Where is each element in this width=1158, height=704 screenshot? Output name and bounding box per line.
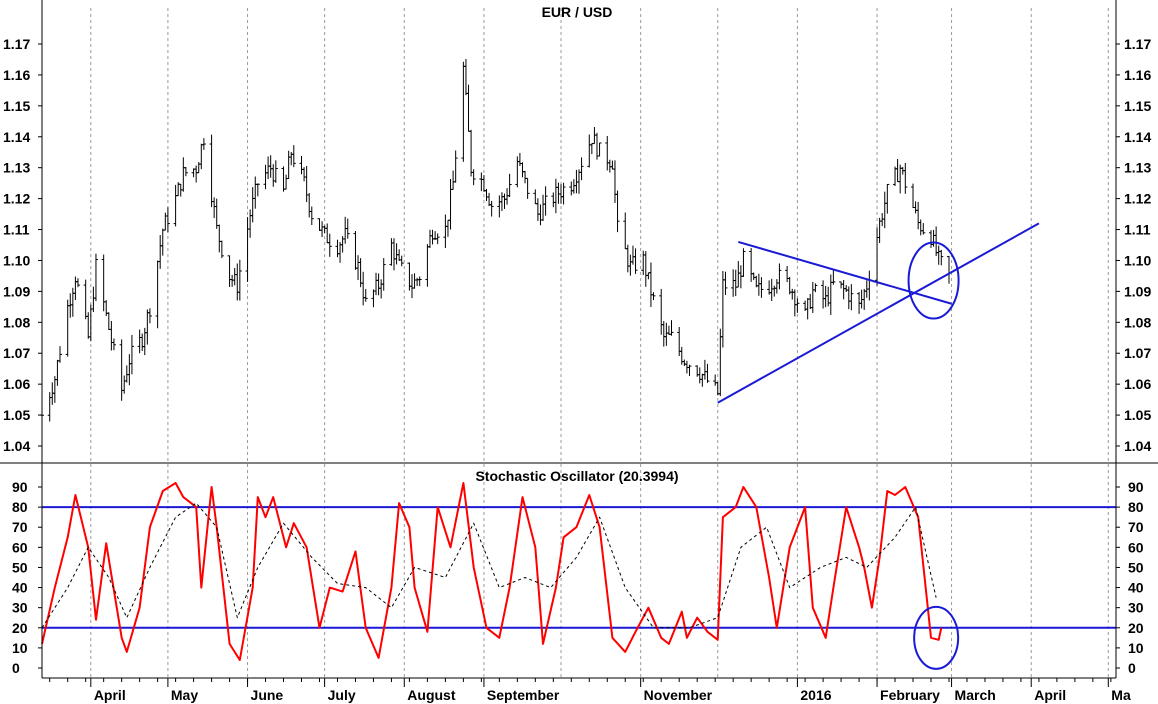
oscillator-y-tick-label-left: 70 [12,519,28,535]
x-tick-label: Ma [1111,687,1131,703]
highlight-ellipse [907,241,960,320]
oscillator-y-tick-label-right: 30 [1128,600,1144,616]
x-tick-label: April [94,687,126,703]
price-chart-title: EUR / USD [542,4,613,20]
price-y-tick-label-right: 1.10 [1124,252,1151,268]
x-tick-label: 2016 [800,687,831,703]
price-y-tick-label-left: 1.13 [3,160,30,176]
price-y-tick-label-right: 1.06 [1124,376,1151,392]
oscillator-y-tick-label-right: 0 [1128,660,1136,676]
price-y-tick-label-right: 1.04 [1124,438,1151,454]
oscillator-y-axis-left: 0 10 20 30 40 50 60 70 80 90 [12,479,42,676]
price-y-tick-label-left: 1.14 [3,129,30,145]
x-tick-label: September [487,687,560,703]
oscillator-y-tick-label-left: 60 [12,539,28,555]
price-y-tick-label-right: 1.08 [1124,314,1151,330]
x-axis: April May June July August September November 2… [42,677,1131,703]
oscillator-y-tick-label-right: 50 [1128,559,1144,575]
price-y-tick-label-left: 1.12 [3,191,30,207]
price-panel: EUR / USD 1.041.051.061.071.081.091.101.… [3,4,1151,463]
price-y-tick-label-left: 1.17 [3,36,30,52]
price-y-tick-label-left: 1.15 [3,98,30,114]
price-y-tick-label-left: 1.04 [3,438,30,454]
price-y-tick-label-left: 1.11 [3,222,30,238]
oscillator-y-tick-label-right: 70 [1128,519,1144,535]
stochastic-k-line [41,482,943,661]
x-tick-label: March [955,687,996,703]
oscillator-y-tick-label-left: 90 [12,479,28,495]
oscillator-levels [42,506,1116,629]
price-y-tick-label-right: 1.05 [1124,407,1151,423]
oscillator-panel: Stochastic Oscillator (20.3994) 0 10 20 30 4… [12,464,1144,678]
oscillator-y-tick-label-right: 10 [1128,640,1144,656]
price-gridlines [90,8,1109,463]
x-tick-label: May [171,687,198,703]
oscillator-y-tick-label-left: 40 [12,580,28,596]
x-tick-label: February [880,687,940,703]
oscillator-y-tick-label-right: 90 [1128,479,1144,495]
price-y-tick-label-right: 1.07 [1124,345,1151,361]
oscillator-y-tick-label-right: 20 [1128,620,1144,636]
oscillator-y-axis-right: 0 10 20 30 40 50 60 70 80 90 [1116,479,1144,676]
oscillator-title: Stochastic Oscillator (20.3994) [475,468,678,484]
price-y-tick-label-left: 1.10 [3,252,30,268]
highlight-ellipse [913,605,960,670]
price-y-axis-left: 1.04 1.05 1.06 1.07 1.08 1.09 1.10 1.11 1.12 1.13… [3,36,42,454]
price-y-tick-label-right: 1.13 [1124,160,1151,176]
oscillator-y-tick-label-left: 50 [12,559,28,575]
price-y-tick-label-right: 1.12 [1124,191,1151,207]
oscillator-annotations [913,605,960,670]
price-y-tick-label-right: 1.16 [1124,67,1151,83]
price-annotations [717,222,1040,404]
trendline [717,222,1040,404]
oscillator-y-tick-label-left: 0 [12,660,20,676]
oscillator-y-tick-label-left: 20 [12,620,28,636]
price-y-tick-label-right: 1.11 [1124,222,1151,238]
oscillator-y-tick-label-left: 80 [12,499,28,515]
oscillator-y-tick-label-right: 80 [1128,499,1144,515]
oscillator-lines [41,482,943,661]
stochastic-d-line [41,502,937,629]
price-y-tick-label-left: 1.06 [3,376,30,392]
price-y-tick-label-right: 1.17 [1124,36,1151,52]
oscillator-y-tick-label-right: 60 [1128,539,1144,555]
oscillator-y-tick-label-right: 40 [1128,580,1144,596]
x-tick-label: June [251,687,284,703]
price-y-tick-label-left: 1.08 [3,314,30,330]
price-y-tick-label-right: 1.14 [1124,129,1151,145]
trendline [738,240,952,305]
price-y-tick-label-left: 1.09 [3,283,30,299]
x-tick-label: July [328,687,356,703]
x-tick-label: August [407,687,456,703]
chart-frame [0,0,1158,678]
price-y-tick-label-left: 1.16 [3,67,30,83]
price-y-tick-label-right: 1.09 [1124,283,1151,299]
oscillator-y-tick-label-left: 10 [12,640,28,656]
x-tick-label: November [644,687,713,703]
price-y-tick-label-right: 1.15 [1124,98,1151,114]
oscillator-y-tick-label-left: 30 [12,600,28,616]
x-tick-label: April [1034,687,1066,703]
price-y-tick-label-left: 1.07 [3,345,30,361]
price-y-axis-right: 1.04 1.05 1.06 1.07 1.08 1.09 1.10 1.11 1.12 1.13… [1116,36,1151,454]
oscillator-gridlines [90,464,1109,678]
price-bars [40,58,951,422]
price-y-tick-label-left: 1.05 [3,407,30,423]
